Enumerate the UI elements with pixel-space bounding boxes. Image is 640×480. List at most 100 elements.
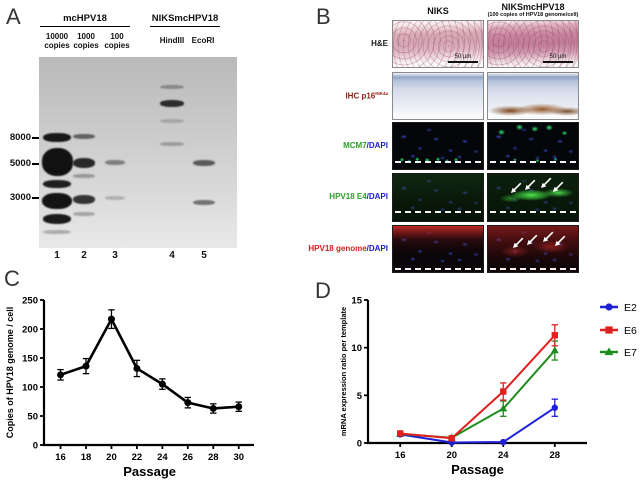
x-tick-label: 22 [132,452,143,463]
lane-group-column-label: EcoRI [185,36,221,46]
y-tick-label: 15 [351,296,362,307]
panel-label-c: C [4,266,20,291]
data-point [235,403,243,411]
row-label-part: IHC p16 [345,91,376,101]
x-tick-label: 16 [395,450,406,461]
basement-membrane-line [490,211,576,213]
basement-membrane-line [395,268,481,270]
blot-band [73,195,95,204]
x-tick-label: 28 [208,452,219,463]
column-label-line: 1000 [77,32,95,41]
micrograph-mcm7-niks [392,122,484,170]
column-header-title: NIKSmcHPV18 [501,2,565,12]
row-label: HPV18 E4/DAPI [298,192,388,201]
lane-number: 1 [54,250,60,261]
data-point [605,303,613,311]
micrograph-e4-niks [392,173,484,222]
blot-band [73,134,95,139]
mw-marker-label: 3000 [9,192,31,203]
blot-band [193,200,215,205]
micrograph-p16-niksmchpv18 [487,72,579,120]
basement-membrane-line [395,161,481,163]
arrow-icon [542,231,554,243]
arrow-icon [526,234,538,246]
column-label-line: copies [73,40,99,50]
column-label-line: HindIII [159,36,185,45]
x-tick-label: 20 [106,452,117,463]
mw-marker-label: 5000 [9,158,31,169]
data-point [57,371,65,379]
column-label-line: EcoRI [191,36,215,45]
column-label-line: copies [44,40,70,50]
x-tick-label: 18 [81,452,92,463]
blot-band [73,174,95,178]
column-header-niksmchpv18: NIKSmcHPV18 (100 copies of HPV18 genome/… [468,2,598,18]
lane-group-column-label: 1000 copies [68,32,104,50]
data-point [107,315,115,323]
lane-number: 5 [201,250,207,261]
row-label: H&E [298,39,388,48]
mw-marker-dash [32,197,39,199]
blot-band [105,160,125,165]
lane-group-column-label: HindIII [154,36,190,46]
lane-number: 3 [112,250,118,261]
row-label-part: /DAPI [366,141,388,150]
blot-group-title-mchpv18: mcHPV18 [40,13,130,27]
data-point [605,326,613,334]
micrograph-e4-niksmchpv18 [487,173,579,222]
arrow-icon [540,177,552,189]
scale-bar-label: 50 µm [454,54,472,60]
panel-label-b: B [316,4,331,29]
column-header-subtitle: (100 copies of HPV18 genome/cell) [487,12,579,18]
legend-label: E2 [624,302,637,314]
data-point [397,430,404,437]
data-point [184,399,192,407]
data-point [133,364,141,372]
series-line [400,406,556,444]
blot-band [160,100,184,107]
x-tick-label: 24 [498,450,509,461]
data-point [551,404,558,411]
micrograph-p16-niks [392,72,484,120]
micrograph-genome-niks [392,225,484,273]
blot-band [73,158,95,168]
data-point [158,380,166,388]
row-label-part: /DAPI [366,244,388,253]
scale-bar: 50 µm [448,54,478,63]
row-label-part: /DAPI [366,192,388,201]
arrow-icon [552,181,564,193]
panel-label-d: D [315,278,331,303]
blot-band [43,180,71,188]
blot-band [41,148,73,176]
x-tick-label: 28 [550,450,561,461]
y-tick-label: 5 [357,391,363,402]
blot-band [105,196,125,200]
blot-band [160,142,184,146]
basement-membrane-line [395,211,481,213]
legend-label: E6 [624,325,637,337]
blot-band [160,85,184,89]
data-point [604,347,614,356]
data-point [500,388,507,395]
mw-marker-label: 8000 [9,132,31,143]
micrograph-mcm7-niksmchpv18 [487,122,579,170]
scale-bar: 50 µm [543,54,573,63]
chart-mrna-expression: 0 5 10 15 16 20 24 28 Passage mRNA expression rat… [339,296,637,478]
row-label-part: HPV18 genome [308,244,367,253]
row-label-part: H&E [371,39,388,48]
p16-positive-staining [488,103,578,117]
micrograph-he-niks: 50 µm [392,20,484,68]
row-label-part: HPV18 E4 [329,192,367,201]
x-tick-label: 30 [233,452,244,463]
chart-hpv18-copies: 0 50 100 150 200 250 16 18 20 22 24 26 28 30 Passage Co… [5,296,254,479]
blot-band [43,230,71,234]
blot-band [160,119,184,123]
lane-number: 2 [81,250,87,261]
blot-band [73,212,95,216]
data-point [500,438,507,446]
y-tick-label: 100 [22,383,38,394]
basement-membrane-line [490,268,576,270]
southern-blot-image [39,57,237,248]
blot-band [42,193,72,209]
